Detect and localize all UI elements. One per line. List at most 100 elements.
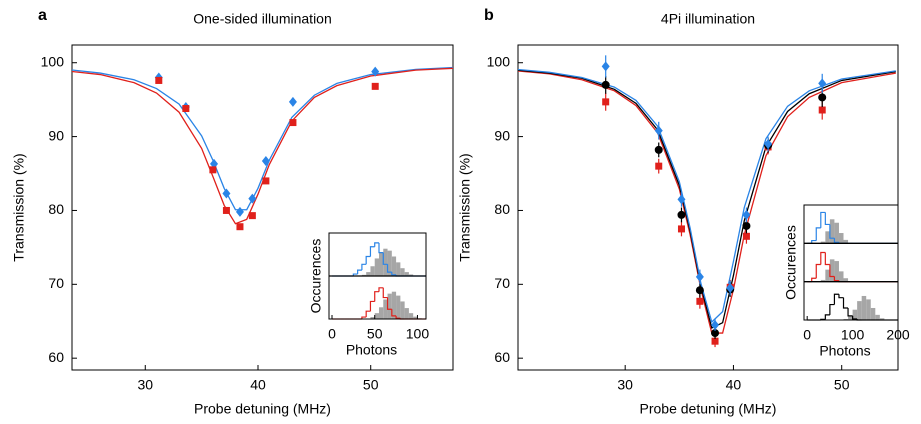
data-point [677, 225, 685, 233]
data-point [726, 283, 735, 294]
histogram-step [374, 242, 379, 247]
histogram-step [369, 300, 375, 312]
histogram-bar [383, 248, 388, 276]
histogram-step [365, 310, 371, 318]
y-tick-label: 90 [494, 127, 510, 143]
chart-title: One-sided illumination [193, 11, 332, 27]
data-point [677, 210, 686, 219]
y-tick-label: 80 [48, 201, 64, 217]
fit-curve [72, 67, 453, 225]
data-point [818, 78, 827, 89]
histogram-bar [843, 278, 849, 282]
x-tick-label: 0 [328, 326, 336, 342]
data-point [654, 145, 663, 154]
histogram-step [361, 263, 367, 271]
histogram-bar [857, 301, 862, 320]
y-axis-label: Transmission (%) [11, 153, 27, 261]
histogram-step [382, 287, 388, 299]
histogram-step [838, 294, 844, 299]
data-point [655, 162, 663, 170]
x-tick-label: 0 [803, 327, 811, 343]
data-point [695, 271, 704, 282]
y-tick-label: 90 [48, 127, 64, 143]
histogram-bar [843, 239, 849, 244]
histogram-step [378, 242, 384, 254]
y-tick-label: 100 [487, 53, 511, 69]
histogram-step [829, 224, 835, 239]
histogram-bar [374, 313, 379, 319]
y-tick-label: 70 [494, 275, 510, 291]
histogram-bar [404, 272, 409, 276]
y-tick-label: 60 [494, 349, 510, 365]
histogram-bar [400, 301, 405, 319]
histogram-bar [378, 252, 384, 276]
histogram-step [847, 307, 853, 317]
data-point [371, 82, 379, 90]
histogram-step [391, 272, 397, 276]
data-point [288, 96, 297, 107]
histogram-bar [383, 299, 388, 319]
histogram-step [382, 252, 388, 265]
histogram-step [378, 287, 384, 292]
x-tick-label: 100 [841, 327, 865, 343]
histogram-bar [408, 313, 414, 319]
data-point [209, 166, 217, 174]
histogram-bar [413, 316, 418, 319]
data-point [654, 125, 663, 136]
histogram-bar [861, 295, 867, 320]
histogram-step [815, 227, 821, 241]
data-point [236, 223, 244, 231]
data-point [222, 206, 230, 214]
histogram-bar [820, 241, 826, 244]
x-tick-label: 40 [250, 377, 266, 393]
data-point [742, 221, 751, 230]
histogram-step [824, 314, 830, 320]
histogram-bar [829, 259, 835, 282]
x-tick-label: 100 [406, 326, 430, 342]
x-axis-label: Photons [346, 342, 397, 358]
histogram-bar [838, 233, 844, 244]
histogram-step [357, 269, 362, 275]
x-tick-label: 50 [834, 377, 850, 393]
histogram-bar [834, 222, 839, 244]
histogram-bar [834, 261, 839, 282]
histogram-bar [391, 291, 397, 319]
histogram-bar [400, 268, 405, 276]
x-axis-label: Probe detuning (MHz) [640, 401, 777, 417]
histogram-bar [404, 308, 409, 319]
histogram-step [842, 297, 849, 309]
histogram-step [833, 293, 839, 305]
histogram-step [820, 211, 826, 228]
histogram-step [386, 264, 392, 273]
histogram-step [815, 263, 821, 279]
histogram-bar [829, 219, 835, 244]
histogram-bar [370, 266, 375, 276]
y-tick-label: 80 [494, 201, 510, 217]
histogram-bar [396, 295, 401, 319]
data-point [248, 212, 256, 220]
x-tick-label: 50 [367, 326, 383, 342]
fit-curve [72, 66, 453, 211]
data-point [818, 106, 826, 114]
histogram-step [824, 212, 830, 226]
data-point [261, 155, 270, 166]
data-point [711, 329, 720, 338]
histogram-bar [378, 307, 384, 319]
data-point [248, 193, 257, 204]
data-point [289, 119, 297, 127]
y-tick-label: 100 [41, 53, 65, 69]
histogram-bar [870, 307, 876, 320]
fit-curve [518, 70, 896, 334]
histogram-bar [396, 262, 401, 276]
histogram-step [361, 316, 367, 319]
data-point [818, 93, 827, 102]
histogram-bar [370, 317, 375, 319]
inset-frame [328, 232, 427, 320]
y-axis-label: Occurences [308, 239, 324, 314]
data-point [601, 80, 610, 89]
histogram-step [811, 239, 817, 244]
histogram-bar [852, 309, 858, 320]
histogram-bar [387, 250, 392, 276]
histogram-bar [879, 318, 885, 320]
histogram-bar [820, 279, 826, 282]
